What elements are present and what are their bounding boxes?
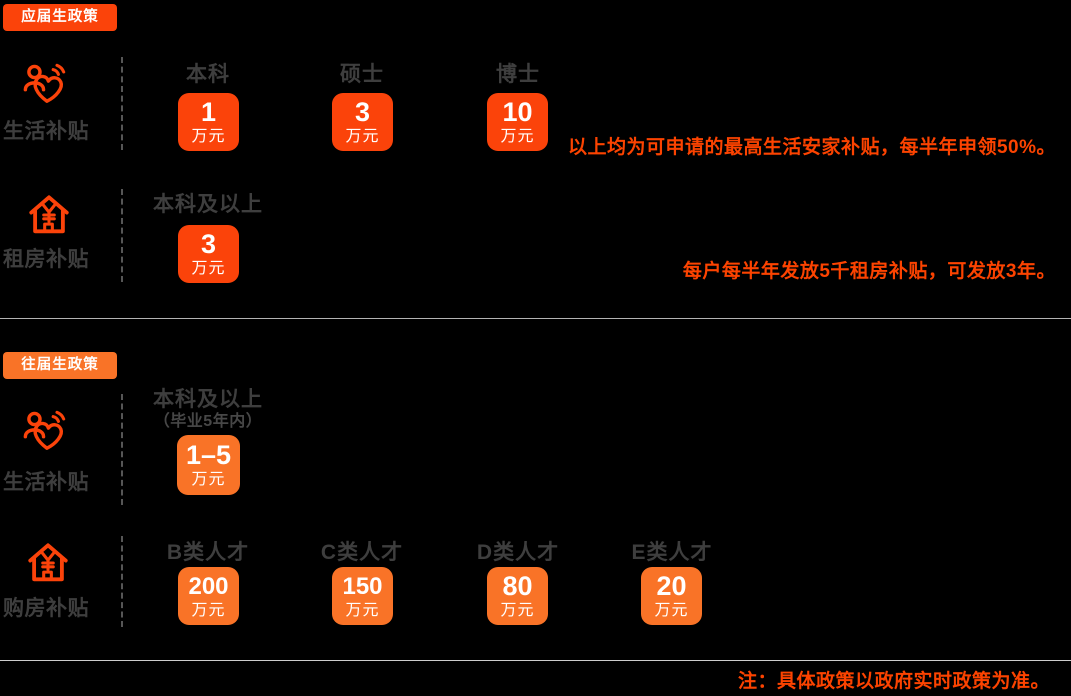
section-badge-fresh-graduates: 应届生政策 — [3, 4, 117, 31]
value-box-master-living: 3 万元 — [332, 93, 393, 151]
value-box-rental: 3 万元 — [178, 225, 239, 283]
amount-unit: 万元 — [191, 127, 226, 145]
column-header-bachelor: 本科 — [186, 63, 230, 86]
value-box-talent-e: 20 万元 — [641, 567, 702, 625]
amount-value: 80 — [502, 570, 533, 601]
amount-value: 20 — [656, 570, 687, 601]
amount-unit: 万元 — [345, 127, 380, 145]
amount-unit: 万元 — [191, 259, 226, 277]
dashed-divider — [121, 189, 123, 282]
amount-unit: 万元 — [191, 470, 226, 488]
amount-value: 3 — [200, 228, 217, 259]
column-header-talent-b: B类人才 — [166, 541, 250, 564]
value-box-talent-b: 200 万元 — [178, 567, 239, 625]
footer-disclaimer: 注：具体政策以政府实时政策为准。 — [737, 671, 1050, 692]
footer-divider — [0, 660, 1071, 661]
column-header-phd: 博士 — [496, 63, 540, 86]
amount-value: 150 — [342, 572, 383, 600]
column-header-master: 硕士 — [340, 63, 384, 86]
amount-unit: 万元 — [654, 601, 689, 619]
value-box-talent-c: 150 万元 — [332, 567, 393, 625]
house-yen-icon — [25, 540, 71, 586]
house-yen-icon — [26, 192, 72, 238]
rental-subsidy-note: 每户每半年发放5千租房补贴，可发放3年。 — [682, 261, 1056, 282]
amount-value: 10 — [502, 96, 533, 127]
amount-value: 3 — [354, 96, 371, 127]
row-label-living-subsidy: 生活补贴 — [3, 120, 89, 143]
value-box-bachelor-living: 1 万元 — [178, 93, 239, 151]
row-label-purchase-subsidy: 购房补贴 — [3, 597, 89, 620]
amount-value: 1–5 — [185, 439, 232, 470]
section-divider — [0, 318, 1071, 319]
value-box-talent-d: 80 万元 — [487, 567, 548, 625]
amount-value: 200 — [188, 572, 229, 600]
row-label-living-subsidy-previous: 生活补贴 — [3, 471, 89, 494]
living-subsidy-note: 以上均为可申请的最高生活安家补贴，每半年申领50%。 — [567, 137, 1056, 158]
column-header-bachelor-and-above: 本科及以上 — [153, 193, 263, 216]
amount-unit: 万元 — [500, 127, 535, 145]
amount-unit: 万元 — [191, 601, 226, 619]
dashed-divider — [121, 57, 123, 150]
column-header-talent-e: E类人才 — [631, 541, 713, 564]
dashed-divider — [121, 536, 123, 627]
value-box-phd-living: 10 万元 — [487, 93, 548, 151]
dashed-divider — [121, 394, 123, 505]
amount-value: 1 — [200, 96, 217, 127]
column-header-talent-c: C类人才 — [320, 541, 404, 564]
column-subheader-within-5-years: （毕业5年内） — [153, 413, 263, 430]
care-heart-icon — [22, 407, 68, 453]
section-badge-previous-graduates: 往届生政策 — [3, 352, 117, 379]
column-header-bachelor-and-above: 本科及以上 — [153, 388, 263, 411]
amount-unit: 万元 — [345, 601, 380, 619]
row-label-rental-subsidy: 租房补贴 — [3, 248, 89, 271]
column-header-talent-d: D类人才 — [476, 541, 560, 564]
care-heart-icon — [22, 60, 68, 106]
value-box-living-previous: 1–5 万元 — [177, 435, 240, 495]
amount-unit: 万元 — [500, 601, 535, 619]
